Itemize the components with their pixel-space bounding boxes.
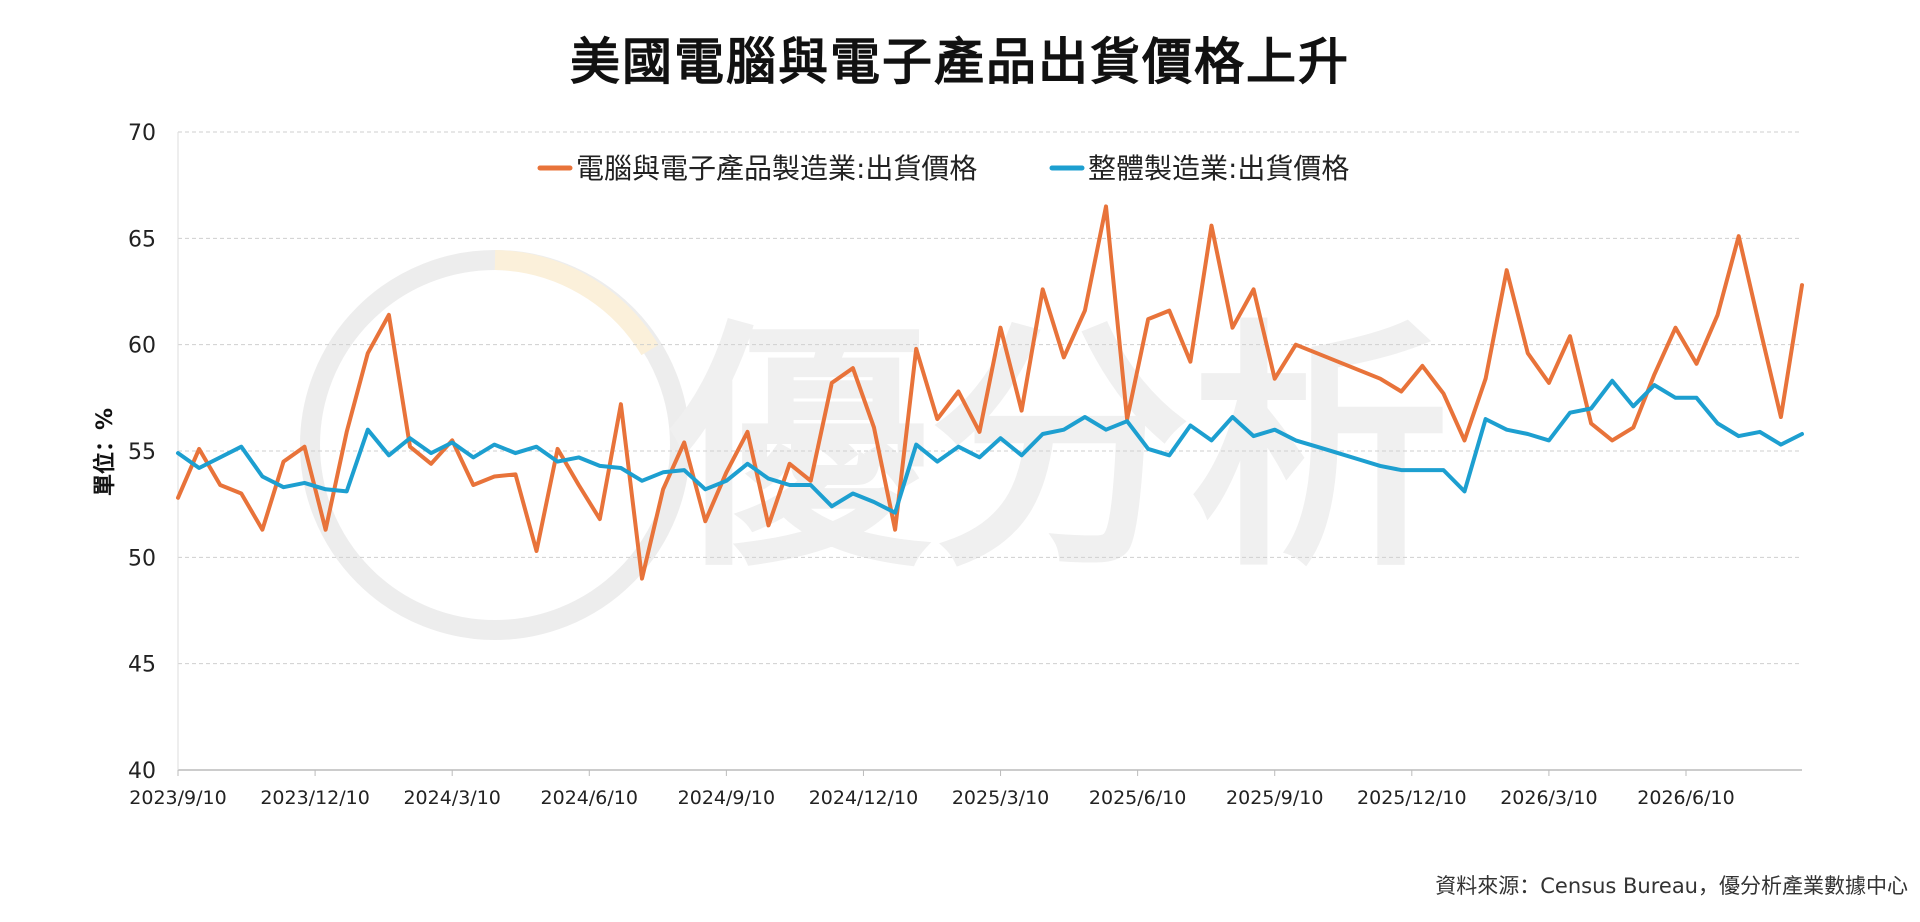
x-tick-label: 2025/9/10 <box>1226 787 1323 809</box>
y-tick-label: 70 <box>128 121 156 146</box>
series-line-2 <box>176 378 1804 515</box>
y-axis-ticks: 40 45 50 55 60 65 70 <box>128 121 156 784</box>
y-tick-label: 45 <box>128 653 156 678</box>
x-axis: 2023/9/10 2023/12/10 2024/3/10 2024/6/10 202… <box>129 132 1802 809</box>
x-tick-label: 2025/3/10 <box>952 787 1049 809</box>
grid-lines <box>178 131 1802 665</box>
x-tick-label: 2026/3/10 <box>1500 787 1597 809</box>
x-tick-label: 2025/6/10 <box>1089 787 1186 809</box>
chart-title: 美國電腦與電子產品出貨價格上升 <box>570 33 1350 91</box>
x-tick-label: 2024/3/10 <box>403 787 500 809</box>
legend-label: 電腦與電子產品製造業:出貨價格 <box>576 152 977 185</box>
x-tick-label: 2024/9/10 <box>678 787 775 809</box>
source-note: 資料來源：Census Bureau，優分析產業數據中心 <box>1435 874 1908 898</box>
y-axis-label: 單位：% <box>92 408 118 496</box>
x-tick-label: 2024/12/10 <box>809 787 919 809</box>
legend: 電腦與電子產品製造業:出貨價格 整體製造業:出貨價格 <box>537 152 1349 185</box>
x-tick-label: 2023/9/10 <box>129 787 226 809</box>
y-tick-label: 60 <box>128 334 156 359</box>
x-tick-label: 2025/12/10 <box>1357 787 1467 809</box>
legend-label: 整體製造業:出貨價格 <box>1088 152 1349 185</box>
y-tick-label: 55 <box>128 440 156 465</box>
series-lines <box>176 204 1804 581</box>
y-tick-label: 65 <box>128 227 156 252</box>
series-line-1 <box>176 204 1804 581</box>
y-tick-label: 40 <box>128 759 156 784</box>
y-tick-label: 50 <box>128 546 156 571</box>
x-tick-label: 2024/6/10 <box>541 787 638 809</box>
x-tick-label: 2026/6/10 <box>1637 787 1734 809</box>
x-tick-label: 2023/12/10 <box>260 787 370 809</box>
